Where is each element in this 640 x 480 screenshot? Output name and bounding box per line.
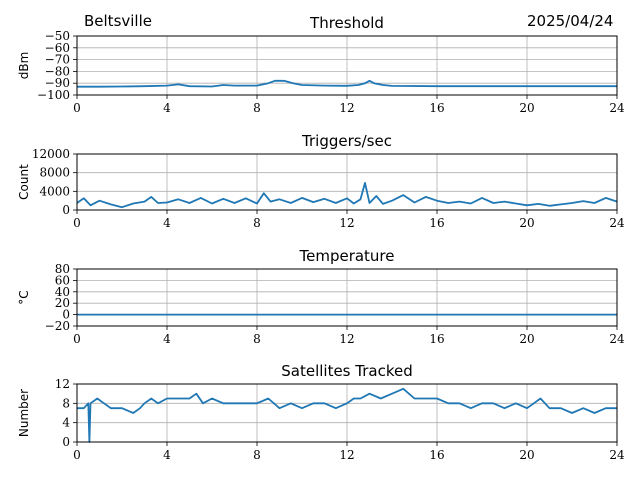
satellites-title: Satellites Tracked	[281, 362, 412, 380]
satellites-xtick-label: 20	[519, 448, 534, 462]
triggers-ylabel: Count	[17, 164, 31, 200]
triggers-ytick-label: 4000	[39, 184, 70, 198]
satellites-series-line	[77, 387, 617, 443]
temperature-xtick-label: 24	[609, 332, 625, 346]
temperature-xtick-label: 0	[73, 332, 81, 346]
triggers-xtick-label: 12	[339, 216, 354, 230]
threshold-ytick-label: −100	[37, 88, 70, 102]
threshold-ylabel: dBm	[17, 52, 31, 80]
triggers-ytick-label: 0	[62, 203, 70, 217]
threshold-ytick-label: −60	[45, 41, 70, 55]
triggers-title: Triggers/sec	[301, 132, 392, 150]
triggers-xtick-label: 8	[253, 216, 261, 230]
threshold-xtick-label: 0	[73, 101, 81, 115]
satellites-ytick-label: 12	[55, 377, 70, 391]
temperature-xtick-label: 4	[163, 332, 171, 346]
temperature-xtick-label: 12	[339, 332, 354, 346]
temperature-ytick-label: 80	[55, 262, 70, 276]
threshold-xtick-label: 24	[609, 101, 625, 115]
satellites-xtick-label: 12	[339, 448, 354, 462]
temperature-ytick-label: 60	[55, 273, 70, 287]
threshold-xtick-label: 16	[429, 101, 444, 115]
temperature-ytick-label: 40	[55, 285, 70, 299]
triggers-xtick-label: 4	[163, 216, 171, 230]
threshold-xtick-label: 8	[253, 101, 261, 115]
temperature-ytick-label: −20	[45, 319, 70, 333]
threshold-xtick-label: 4	[163, 101, 171, 115]
temperature-ylabel: °C	[17, 290, 31, 304]
satellites-xtick-label: 16	[429, 448, 444, 462]
satellites-xtick-label: 4	[163, 448, 171, 462]
threshold-ytick-label: −80	[45, 64, 70, 78]
satellites-xtick-label: 8	[253, 448, 261, 462]
satellites-ytick-label: 0	[62, 435, 70, 449]
satellites-ylabel: Number	[17, 389, 31, 437]
threshold-ytick-label: −50	[45, 29, 70, 43]
triggers-ytick-label: 12000	[32, 147, 70, 161]
satellites-ytick-label: 4	[62, 416, 70, 430]
station-location-label: Beltsville	[84, 12, 152, 30]
temperature-ytick-label: 0	[62, 308, 70, 322]
threshold-xtick-label: 20	[519, 101, 534, 115]
triggers-xtick-label: 0	[73, 216, 81, 230]
satellites-xtick-label: 24	[609, 448, 625, 462]
satellites-xtick-label: 0	[73, 448, 81, 462]
threshold-series-line	[77, 79, 617, 88]
temperature-xtick-label: 8	[253, 332, 261, 346]
temperature-xtick-label: 16	[429, 332, 444, 346]
threshold-ytick-label: −70	[45, 53, 70, 67]
threshold-title: Threshold	[309, 14, 384, 32]
triggers-series-line	[76, 181, 618, 209]
triggers-ytick-label: 8000	[39, 166, 70, 180]
threshold-ytick-label: −90	[45, 76, 70, 90]
threshold-xtick-label: 12	[339, 101, 354, 115]
temperature-title: Temperature	[298, 247, 394, 265]
report-date-label: 2025/04/24	[527, 12, 614, 30]
temperature-xtick-label: 20	[519, 332, 534, 346]
triggers-xtick-label: 16	[429, 216, 444, 230]
satellites-ytick-label: 8	[62, 396, 70, 410]
triggers-xtick-label: 20	[519, 216, 534, 230]
temperature-ytick-label: 20	[55, 296, 70, 310]
triggers-xtick-label: 24	[609, 216, 625, 230]
